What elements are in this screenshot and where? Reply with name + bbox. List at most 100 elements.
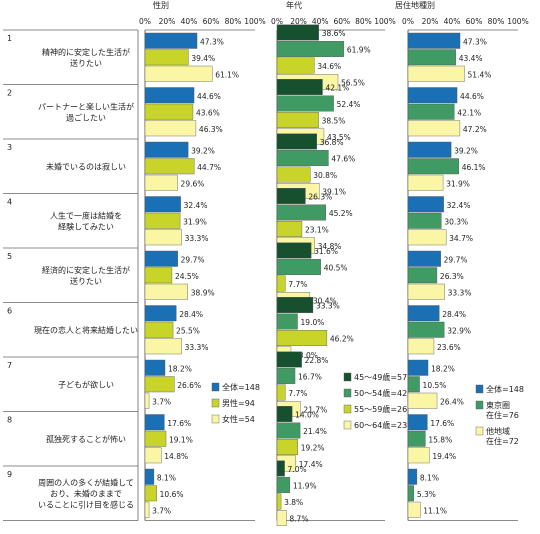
data-label: 26.3% (308, 193, 332, 202)
x-tick-label: 100% (244, 17, 265, 26)
x-tick-label: 40% (312, 17, 329, 26)
data-label: 19.4% (432, 452, 456, 461)
data-label: 13.0% (294, 351, 318, 360)
panel-title: 性別 (153, 0, 169, 10)
category-label: 周囲の人の多くが結婚して (38, 477, 134, 487)
bar (407, 430, 426, 447)
data-label: 39.4% (191, 54, 215, 63)
bar (276, 204, 327, 221)
x-tick-label: 0% (271, 17, 283, 26)
data-label: 8.7% (289, 515, 308, 524)
data-label: 18.2% (431, 364, 455, 373)
bar (407, 359, 429, 376)
data-label: 21.7% (303, 406, 327, 415)
category-number: 3 (7, 143, 12, 152)
category-number: 4 (7, 198, 12, 207)
legend-label: 東京圏 (486, 400, 510, 410)
bar (144, 120, 197, 137)
bar (407, 103, 455, 120)
category-label: 子どもが欲しい (58, 379, 114, 389)
data-label: 3.7% (152, 397, 171, 406)
data-label: 7.0% (288, 465, 307, 474)
data-label: 51.4% (468, 70, 492, 79)
panel-title: 年代 (286, 0, 302, 10)
data-label: 39.2% (454, 146, 478, 155)
data-label: 23.6% (437, 343, 461, 352)
bar (144, 283, 188, 300)
x-tick-label: 100% (507, 17, 528, 26)
data-label: 30.4% (313, 297, 337, 306)
data-label: 30.3% (444, 217, 468, 226)
data-label: 33.3% (448, 288, 472, 297)
bar (144, 267, 173, 284)
data-label: 32.4% (184, 201, 208, 210)
bar (407, 468, 418, 485)
bar (276, 460, 285, 477)
bar (407, 229, 447, 246)
bar (144, 468, 155, 485)
bar (276, 406, 293, 422)
data-label: 61.1% (215, 70, 239, 79)
data-label: 31.9% (446, 179, 470, 188)
data-label: 46.3% (199, 125, 223, 134)
bar (276, 351, 302, 368)
data-label: 19.0% (301, 318, 325, 327)
bar (144, 229, 182, 246)
x-tick-label: 20% (422, 17, 439, 26)
legend-swatch (211, 414, 220, 424)
data-label: 29.6% (181, 179, 205, 188)
data-label: 19.2% (301, 444, 325, 453)
bar (407, 196, 444, 213)
legend-swatch (343, 388, 352, 398)
data-label: 39.1% (322, 188, 346, 197)
data-label: 34.7% (449, 234, 473, 243)
data-label: 7.7% (288, 389, 307, 398)
data-label: 36.8% (320, 138, 344, 147)
category-number: 1 (7, 34, 12, 43)
data-label: 56.5% (341, 79, 365, 88)
bar (407, 87, 458, 104)
data-label: 7.7% (288, 280, 307, 289)
bar (144, 447, 162, 464)
bar (276, 221, 303, 237)
data-label: 17.6% (167, 419, 191, 428)
legend-label: 55～59歳=26 (354, 404, 407, 414)
data-label: 38.5% (322, 117, 346, 126)
bar (276, 422, 301, 439)
bar (276, 439, 298, 455)
data-label: 33.3% (185, 234, 209, 243)
data-label: 29.7% (181, 255, 205, 264)
bar (407, 65, 465, 82)
category-label: おり、未婚のままで (50, 488, 122, 498)
data-label: 11.9% (293, 482, 317, 491)
category-label: 人生で一度は結婚を (50, 210, 122, 220)
bar (144, 141, 189, 158)
x-tick-label: 80% (355, 17, 372, 26)
bar (144, 430, 167, 447)
data-label: 25.5% (176, 326, 200, 335)
category-label: 精神的に安定した生活が (42, 47, 130, 57)
data-label: 47.6% (331, 155, 355, 164)
bar (407, 32, 461, 49)
category-label: いることに引け目を感じる (38, 499, 134, 509)
x-tick-label: 80% (488, 17, 505, 26)
legend-label: 全体=148 (222, 382, 260, 392)
data-label: 15.8% (428, 435, 452, 444)
bar (276, 313, 298, 330)
bar (144, 196, 181, 213)
category-label: 送りたい (70, 58, 102, 68)
bar (276, 41, 345, 57)
data-label: 3.7% (152, 506, 171, 515)
data-label: 10.5% (423, 381, 447, 390)
category-label: 未婚でいるのは寂しい (46, 161, 126, 171)
data-label: 34.6% (317, 62, 341, 71)
category-number: 5 (7, 252, 12, 261)
bar (407, 414, 428, 431)
legend-label: 45～49歳=57 (354, 372, 407, 382)
data-label: 28.4% (442, 310, 466, 319)
data-label: 34.8% (318, 242, 342, 251)
bar (276, 24, 319, 41)
data-label: 42.1% (325, 84, 349, 93)
data-label: 3.8% (284, 498, 303, 507)
